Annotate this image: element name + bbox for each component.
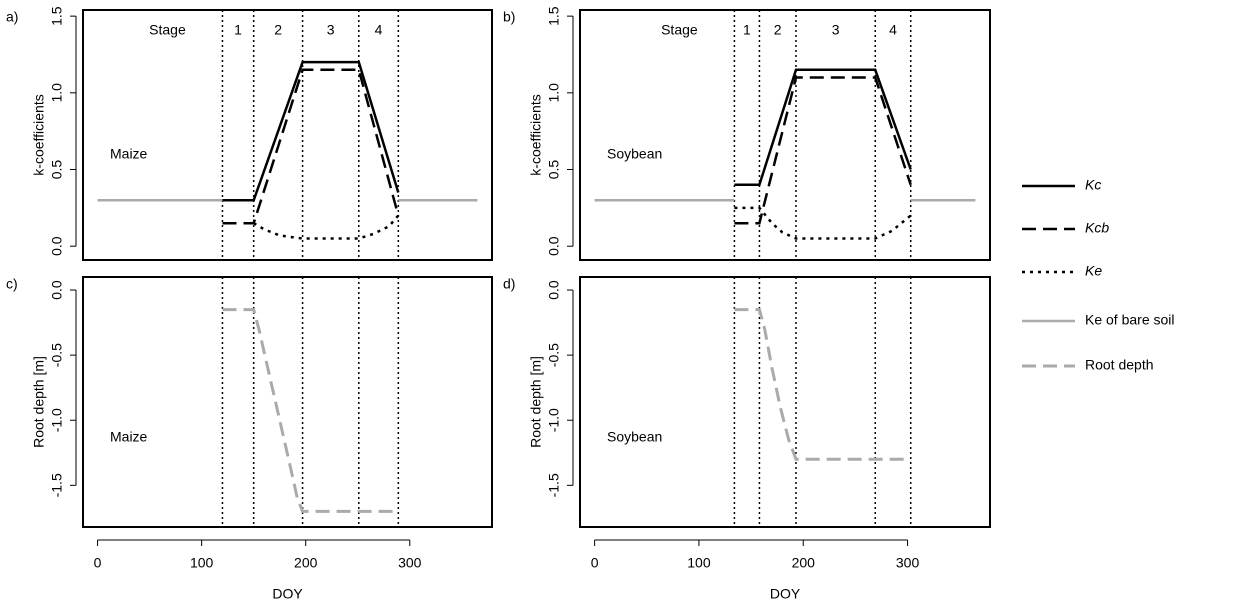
legend-label: Root depth [1085, 357, 1154, 373]
stage-label: Stage [149, 22, 186, 38]
plot-frame [579, 276, 991, 528]
x-tick-label: 200 [792, 555, 816, 571]
y-axis-label: Root depth [m] [31, 356, 47, 448]
legend-label: Ke [1085, 263, 1102, 279]
series-line [253, 214, 400, 240]
y-tick-label: 0.5 [49, 160, 65, 180]
crop-label: Maize [110, 146, 148, 162]
y-tick-label: -1.5 [546, 473, 562, 497]
series-line [734, 76, 912, 225]
y-tick-label: 0.0 [546, 236, 562, 256]
x-tick-label: 100 [190, 555, 214, 571]
panel-label: a) [6, 9, 18, 25]
y-tick-label: 0.5 [546, 160, 562, 180]
stage-label: 2 [774, 22, 782, 38]
y-axis-label: k-coefficients [528, 94, 544, 175]
x-axis-label: DOY [272, 586, 303, 602]
series-line [734, 308, 911, 461]
panel-label: b) [503, 9, 515, 25]
stage-label: 1 [743, 22, 751, 38]
crop-label: Maize [110, 429, 148, 445]
plot-frame [579, 9, 991, 261]
y-tick-label: 1.5 [546, 6, 562, 26]
crop-label: Soybean [607, 146, 662, 162]
stage-label: 1 [234, 22, 242, 38]
series-line [734, 206, 912, 240]
x-tick-label: 300 [896, 555, 920, 571]
y-tick-label: -1.5 [49, 473, 65, 497]
y-axis-label: k-coefficients [31, 94, 47, 175]
plot-frame [82, 9, 493, 261]
series-line [222, 68, 400, 225]
stage-label: 3 [327, 22, 335, 38]
legend-label: Kcb [1085, 220, 1109, 236]
y-tick-label: 1.0 [49, 83, 65, 103]
crop-label: Soybean [607, 429, 662, 445]
stage-label: 4 [889, 22, 897, 38]
y-tick-label: -1.0 [546, 408, 562, 432]
x-tick-label: 200 [294, 555, 318, 571]
series-line [734, 68, 912, 187]
stage-label: 4 [375, 22, 383, 38]
stage-label: 2 [274, 22, 282, 38]
y-tick-label: 0.0 [546, 280, 562, 300]
legend-label: Ke of bare soil [1085, 312, 1175, 328]
panel-label: d) [503, 276, 515, 292]
legend-label: Kc [1085, 177, 1101, 193]
x-axis-label: DOY [770, 586, 801, 602]
x-tick-label: 300 [398, 555, 422, 571]
y-tick-label: 0.0 [49, 280, 65, 300]
y-tick-label: 0.0 [49, 236, 65, 256]
y-tick-label: -0.5 [546, 343, 562, 367]
x-tick-label: 100 [687, 555, 711, 571]
series-line [222, 60, 400, 202]
y-tick-label: 1.5 [49, 6, 65, 26]
y-axis-label: Root depth [m] [528, 356, 544, 448]
stage-label: 3 [832, 22, 840, 38]
series-line [222, 308, 399, 513]
plot-frame [82, 276, 493, 528]
x-tick-label: 0 [94, 555, 102, 571]
panel-label: c) [6, 276, 18, 292]
y-tick-label: -0.5 [49, 343, 65, 367]
y-tick-label: -1.0 [49, 408, 65, 432]
x-tick-label: 0 [591, 555, 599, 571]
stage-label: Stage [661, 22, 698, 38]
y-tick-label: 1.0 [546, 83, 562, 103]
